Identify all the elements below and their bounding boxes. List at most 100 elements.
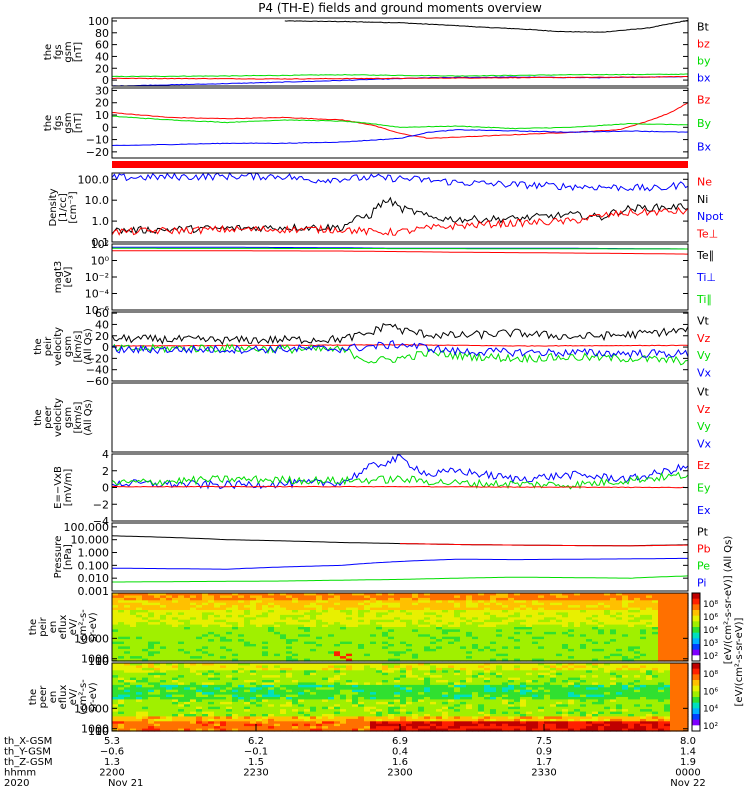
legend-bt: Bt [697, 21, 710, 34]
ytick-label: 10⁰ [91, 255, 110, 268]
ytick-label: 30 [95, 84, 109, 97]
ytick-label: 100.0 [78, 173, 110, 186]
legend-ez: Ez [697, 459, 710, 472]
panel-pressure: 100.00010.0001.0000.1000.0100.001Pressur… [53, 521, 711, 598]
series-by [112, 74, 688, 77]
ytick-label: 4 [102, 448, 109, 461]
legend-vt: Vt [697, 386, 710, 399]
legend-ex: Ex [697, 504, 711, 517]
legend-vy: Vy [697, 420, 711, 433]
ytick-label: 0.001 [78, 585, 110, 598]
legend-te⊥: Te⊥ [696, 227, 718, 240]
legend-vt: Vt [697, 315, 710, 328]
ylabel-line: [mV/m] [63, 469, 74, 507]
panel-frame [112, 523, 688, 591]
legend-ey: Ey [697, 482, 711, 495]
ytick-label: 10⁻⁴ [85, 288, 110, 301]
series-vx [112, 341, 688, 358]
series-ne [112, 208, 688, 235]
series-pe [112, 576, 688, 582]
legend-bz: bz [697, 38, 710, 51]
ytick-label: −2 [93, 498, 109, 511]
series-te [112, 251, 688, 254]
legend-vz: Vz [697, 332, 711, 345]
panel-frame [112, 88, 688, 158]
panel-frame [112, 312, 688, 381]
legend-ti⊥: Ti⊥ [696, 271, 716, 284]
ytick-label: −20 [86, 146, 109, 159]
series-pi [112, 558, 688, 569]
legend-ne: Ne [697, 176, 712, 189]
ytick-label: 10 [95, 655, 109, 668]
series-bt [285, 21, 688, 33]
ylabel-line: [eV] [63, 267, 74, 288]
ytick-label: 100.000 [64, 521, 110, 534]
legend-pe: Pe [697, 560, 710, 573]
ylabel-line: (All Qs) [83, 399, 94, 436]
legend-bx: Bx [697, 140, 712, 153]
legend-npot: Npot [697, 210, 724, 223]
ylabel-line: [nPa] [63, 544, 74, 570]
ytick-label: 10.000 [71, 534, 110, 547]
series-ez [112, 486, 688, 487]
plot-title: P4 (TH-E) fields and ground moments over… [258, 1, 542, 15]
ylabel-line: (All Qs) [83, 328, 94, 365]
ytick-label: 0 [102, 121, 109, 134]
ytick-label: −10 [86, 134, 109, 147]
panel-density: 100.010.01.00.1Density[1/cc][cm⁻³]NeNiNp… [48, 173, 724, 249]
panel-frame [112, 244, 688, 310]
legend-by: by [697, 55, 711, 68]
ytick-label: 0.010 [78, 572, 110, 585]
mode-bar [112, 161, 688, 168]
legend-bz: Bz [697, 94, 711, 107]
series-vt [112, 324, 688, 344]
legend-te∥: Te∥ [696, 249, 714, 262]
legend-vx: Vx [697, 366, 712, 379]
legend-ti∥: Ti∥ [696, 293, 712, 306]
series-bx [112, 130, 688, 146]
ylabel-line: [nT] [73, 42, 84, 62]
series-ni [112, 198, 688, 234]
series-ex [112, 455, 688, 489]
legend-vx: Vx [697, 437, 712, 450]
ytick-label: 10 [95, 109, 109, 122]
ylabel-line: [nT] [73, 113, 84, 133]
series-pb [400, 544, 688, 546]
series-bz [112, 103, 688, 139]
legend-pi: Pi [697, 577, 706, 590]
ytick-label: 10⁻² [85, 271, 109, 284]
legend-pb: Pb [697, 543, 711, 556]
legend-pt: Pt [697, 526, 709, 539]
series-npot [112, 173, 688, 191]
legend-ni: Ni [697, 193, 708, 206]
ytick-label: 10.0 [85, 194, 110, 207]
ytick-label: 0 [102, 482, 109, 495]
series-pt [112, 536, 688, 546]
legend-vz: Vz [697, 403, 711, 416]
series-tg [112, 248, 688, 249]
legend-by: By [697, 117, 712, 130]
ytick-label: −60 [86, 375, 109, 388]
ylabel-line: [cm⁻³] [68, 191, 79, 223]
legend-bx: bx [697, 72, 711, 85]
ytick-label: 2 [102, 465, 109, 478]
spectrogram-peer_spec [112, 663, 689, 732]
ytick-label: 20 [95, 97, 109, 110]
ytick-label: 10² [91, 238, 109, 251]
legend-vy: Vy [697, 349, 711, 362]
panel-frame [112, 383, 688, 452]
ytick-label: 0.100 [78, 559, 110, 572]
ytick-label: 1.0 [92, 215, 110, 228]
ylabel-line: sr-eV) [88, 612, 99, 641]
ytick-label: 1.000 [78, 547, 110, 560]
